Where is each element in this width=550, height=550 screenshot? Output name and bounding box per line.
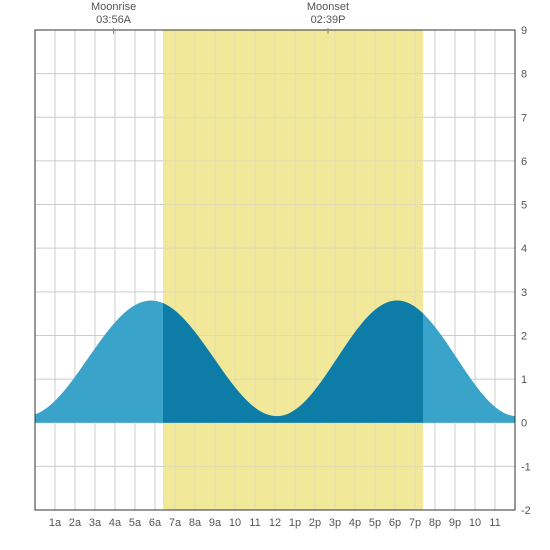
svg-text:4a: 4a (109, 517, 122, 529)
svg-text:8p: 8p (429, 517, 441, 529)
svg-text:-2: -2 (521, 505, 531, 517)
svg-text:3p: 3p (329, 517, 341, 529)
svg-text:1: 1 (521, 374, 527, 386)
svg-text:4: 4 (521, 243, 527, 255)
svg-text:7: 7 (521, 112, 527, 124)
svg-text:11: 11 (249, 517, 260, 529)
svg-text:1a: 1a (49, 517, 62, 529)
svg-text:6p: 6p (389, 517, 401, 529)
svg-text:3: 3 (521, 287, 527, 299)
svg-text:9p: 9p (449, 517, 461, 529)
svg-text:5a: 5a (129, 517, 142, 529)
tide-chart: 1a2a3a4a5a6a7a8a9a1011121p2p3p4p5p6p7p8p… (0, 0, 550, 550)
svg-text:2: 2 (521, 330, 527, 342)
svg-text:3a: 3a (89, 517, 102, 529)
svg-text:10: 10 (229, 517, 241, 529)
svg-text:8a: 8a (189, 517, 202, 529)
svg-text:5p: 5p (369, 517, 381, 529)
svg-text:11: 11 (489, 517, 500, 529)
svg-text:6a: 6a (149, 517, 162, 529)
svg-text:6: 6 (521, 156, 527, 168)
svg-text:-1: -1 (521, 461, 531, 473)
svg-text:7a: 7a (169, 517, 182, 529)
svg-text:12: 12 (269, 517, 281, 529)
svg-text:2a: 2a (69, 517, 82, 529)
svg-text:5: 5 (521, 200, 527, 212)
svg-text:9: 9 (521, 25, 527, 37)
svg-text:4p: 4p (349, 517, 361, 529)
svg-text:2p: 2p (309, 517, 321, 529)
svg-text:0: 0 (521, 418, 527, 430)
svg-text:9a: 9a (209, 517, 222, 529)
svg-text:8: 8 (521, 69, 527, 81)
svg-text:1p: 1p (289, 517, 301, 529)
svg-text:7p: 7p (409, 517, 421, 529)
svg-text:10: 10 (469, 517, 481, 529)
